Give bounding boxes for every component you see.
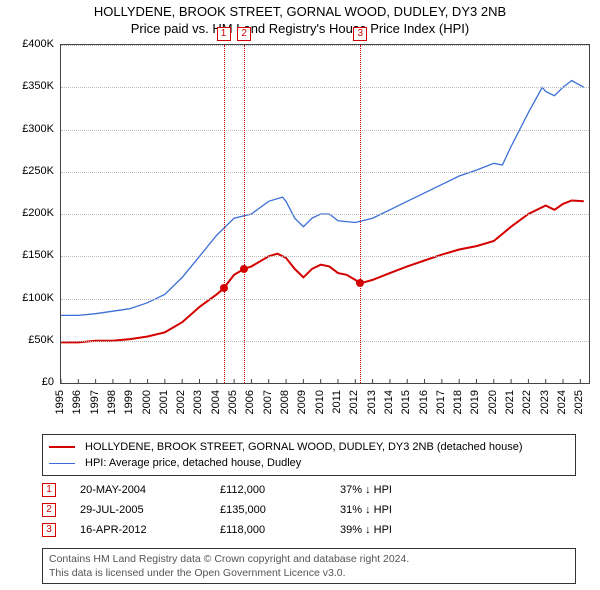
gridline [61,256,589,257]
gridline [61,214,589,215]
x-axis-label: 2017 [435,390,447,414]
x-axis-label: 2022 [521,390,533,414]
gridline [61,299,589,300]
x-axis-label: 2019 [469,390,481,414]
legend-label: HOLLYDENE, BROOK STREET, GORNAL WOOD, DU… [85,441,523,453]
x-axis-label: 2025 [573,390,585,414]
footer-line-1: Contains HM Land Registry data © Crown c… [49,552,569,566]
gridline [61,341,589,342]
x-axis-label: 2012 [348,390,360,414]
chart: 123 1995 1996 1997 1998 1999 2000 2001 2002 2003… [10,44,590,424]
sales-row-price: £118,000 [220,524,340,536]
x-axis-label: 2000 [141,390,153,414]
sale-point [240,265,248,273]
x-axis-label: 1999 [123,390,135,414]
x-axis-label: 2018 [452,390,464,414]
x-axis-label: 2003 [192,390,204,414]
x-axis-label: 2013 [366,390,378,414]
x-axis-label: 2016 [418,390,430,414]
legend-swatch [49,463,75,464]
legend-label: HPI: Average price, detached house, Dudl… [85,457,301,469]
legend-item: HPI: Average price, detached house, Dudl… [49,455,569,471]
sale-marker-box: 3 [353,27,367,41]
x-axis-label: 2002 [175,390,187,414]
sale-point [220,284,228,292]
sales-row: 2 29-JUL-2005£135,00031% ↓ HPI [42,500,576,520]
x-axis-label: 2020 [487,390,499,414]
x-axis-label: 2023 [539,390,551,414]
sales-row-date: 16-APR-2012 [80,524,220,536]
gridline [61,172,589,173]
x-axis-label: 2006 [244,390,256,414]
sales-row-marker: 1 [42,483,56,497]
footer-line-2: This data is licensed under the Open Gov… [49,566,569,580]
y-axis-label: £200K [10,207,54,219]
series-line [61,81,584,316]
page: HOLLYDENE, BROOK STREET, GORNAL WOOD, DU… [0,0,600,590]
sales-row-pct: 37% ↓ HPI [340,484,576,496]
sale-marker-box: 1 [217,27,231,41]
x-axis-label: 2009 [296,390,308,414]
sales-row: 1 20-MAY-2004£112,00037% ↓ HPI [42,480,576,500]
y-axis-label: £250K [10,165,54,177]
gridline [61,87,589,88]
sale-guideline [224,45,225,383]
x-axis-label: 2005 [227,390,239,414]
sale-point [356,279,364,287]
sales-row-price: £112,000 [220,484,340,496]
legend-item: HOLLYDENE, BROOK STREET, GORNAL WOOD, DU… [49,439,569,455]
y-axis-label: £50K [10,334,54,346]
sale-marker-box: 2 [237,27,251,41]
x-axis-label: 2014 [383,390,395,414]
sales-row-date: 20-MAY-2004 [80,484,220,496]
x-axis-label: 2024 [556,390,568,414]
sales-row-marker: 3 [42,523,56,537]
x-axis-label: 1998 [106,390,118,414]
legend: HOLLYDENE, BROOK STREET, GORNAL WOOD, DU… [42,434,576,476]
x-axis-label: 1996 [71,390,83,414]
sales-row-marker: 2 [42,503,56,517]
x-axis-labels: 1995199619971998199920002001200220032004… [60,386,590,422]
title-line-2: Price paid vs. HM Land Registry's House … [0,21,600,36]
gridline [61,130,589,131]
sale-guideline [244,45,245,383]
sales-row-price: £135,000 [220,504,340,516]
x-axis-label: 2021 [504,390,516,414]
sale-guideline [360,45,361,383]
y-axis-label: £300K [10,123,54,135]
x-axis-label: 1995 [54,390,66,414]
footer: Contains HM Land Registry data © Crown c… [42,548,576,584]
x-axis-label: 1997 [89,390,101,414]
sales-table: 1 20-MAY-2004£112,00037% ↓ HPI 2 29-JUL-200… [42,480,576,540]
chart-title: HOLLYDENE, BROOK STREET, GORNAL WOOD, DU… [0,4,600,36]
x-axis-label: 2008 [279,390,291,414]
x-axis-label: 2007 [262,390,274,414]
x-axis-label: 2001 [158,390,170,414]
y-axis-label: £100K [10,292,54,304]
y-axis-label: £150K [10,249,54,261]
sales-row-date: 29-JUL-2005 [80,504,220,516]
title-line-1: HOLLYDENE, BROOK STREET, GORNAL WOOD, DU… [0,4,600,19]
gridline [61,45,589,46]
y-axis-label: £400K [10,38,54,50]
sales-row-pct: 39% ↓ HPI [340,524,576,536]
legend-swatch [49,446,75,448]
x-axis-label: 2015 [400,390,412,414]
y-axis-label: £350K [10,80,54,92]
x-axis-label: 2010 [314,390,326,414]
x-axis-label: 2011 [331,390,343,414]
y-axis-label: £0 [10,376,54,388]
sales-row: 3 16-APR-2012£118,00039% ↓ HPI [42,520,576,540]
plot-area: 123 [60,44,590,384]
sales-row-pct: 31% ↓ HPI [340,504,576,516]
x-axis-label: 2004 [210,390,222,414]
series-line [61,201,584,343]
